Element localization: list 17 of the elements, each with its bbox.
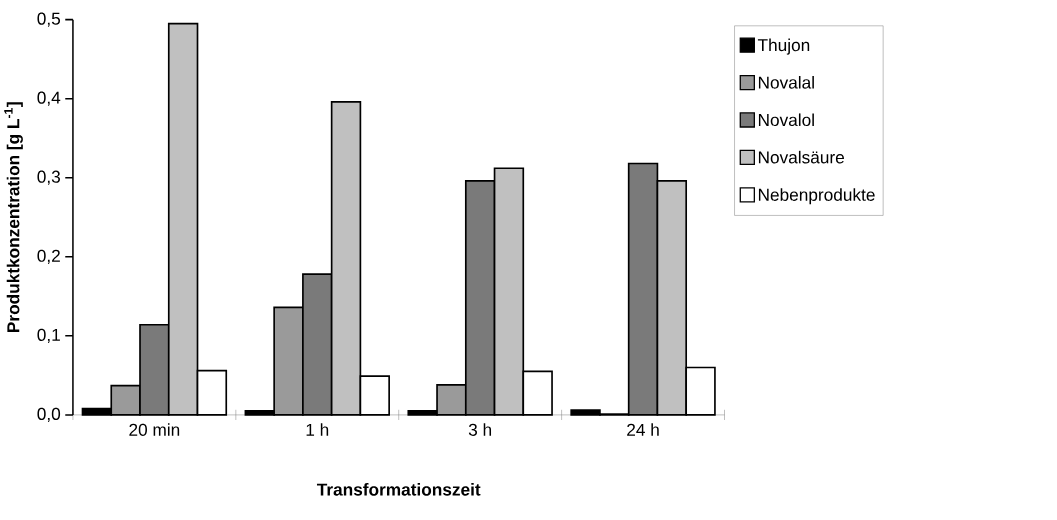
legend-label: Thujon — [757, 38, 810, 55]
y-tick-label: 0,3 — [37, 170, 60, 185]
x-axis-title: Transformationszeit — [316, 482, 481, 496]
x-tick-label: 1 h — [306, 423, 329, 436]
y-tick-label: 0,2 — [37, 249, 60, 264]
legend-label: Nebenprodukte — [758, 188, 875, 205]
legend-label: Novalal — [758, 75, 814, 89]
x-tick-label: 20 min — [129, 423, 180, 436]
x-tick-label: 3 h — [468, 423, 492, 436]
x-tick-label: 24 h — [627, 423, 659, 436]
y-tick-label: 0,4 — [37, 91, 61, 106]
legend-label: Novalsäure — [758, 150, 844, 164]
y-tick-label: 0,5 — [37, 12, 61, 27]
y-tick-label: 0,0 — [37, 407, 61, 422]
legend-label: Novalol — [758, 113, 814, 126]
y-tick-label: 0,1 — [37, 328, 60, 343]
y-axis-title: Produktkonzentration [g L$^{-1}$] — [4, 102, 23, 332]
